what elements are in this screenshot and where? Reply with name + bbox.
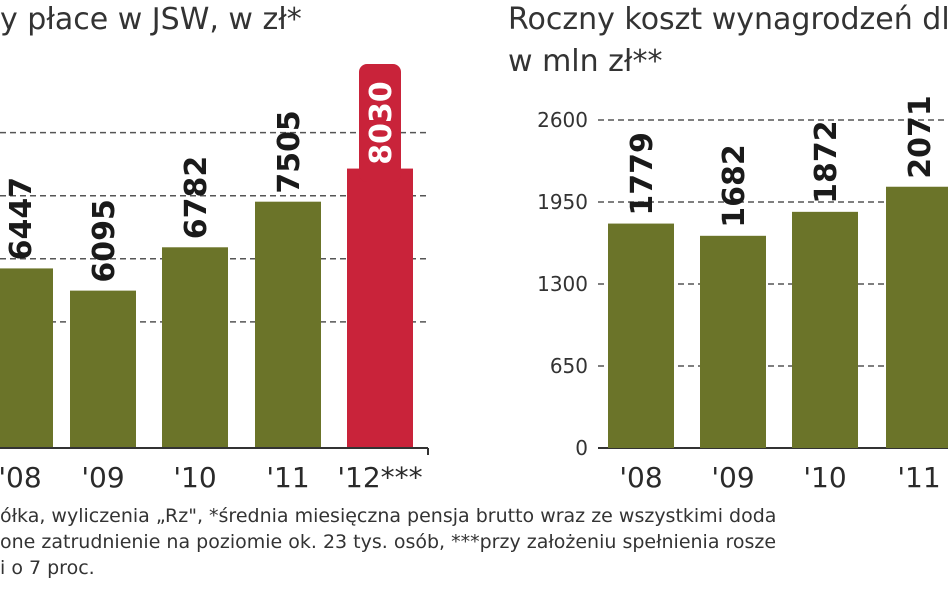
right-y-tick-label: 1950 <box>537 190 588 214</box>
footnote-line-3: i o 7 proc. <box>0 557 95 579</box>
right-bar <box>608 223 674 448</box>
right-y-tick-label: 0 <box>575 436 588 460</box>
footnote-line-2: one zatrudnienie na poziomie ok. 23 tys.… <box>0 531 777 553</box>
left-highlight-label-box <box>359 64 401 182</box>
left-x-tick-label: '11 <box>266 461 309 494</box>
footnote-line-1: ółka, wyliczenia „Rz", *średnia miesięcz… <box>0 505 777 527</box>
left-bar-chart: 6447 '08 6095 '09 6782 '10 7505 '11 8030 '12*** <box>0 64 429 494</box>
right-y-tick-label: 2600 <box>537 108 588 132</box>
left-data-label: 6095 <box>87 199 122 283</box>
left-bar <box>347 168 413 449</box>
left-bar <box>70 290 136 448</box>
left-data-label: 7505 <box>272 110 307 194</box>
left-bar <box>255 201 321 448</box>
right-x-tick-label: '09 <box>711 461 754 494</box>
left-x-tick-label: '08 <box>0 461 42 494</box>
left-bar <box>162 247 228 448</box>
left-data-label: 6447 <box>4 177 39 261</box>
right-data-label: 1779 <box>625 132 660 216</box>
right-x-tick-label: '08 <box>619 461 662 494</box>
right-bar <box>700 235 766 448</box>
right-x-tick-label: '10 <box>803 461 846 494</box>
right-data-label: 1682 <box>717 144 752 228</box>
right-data-label: 1872 <box>809 120 844 204</box>
right-bar <box>886 186 948 448</box>
left-x-tick-label: '09 <box>81 461 124 494</box>
right-chart-title-line2: w mln zł** <box>508 44 663 79</box>
left-data-label: 8030 <box>364 81 399 165</box>
right-x-tick-label: '11 <box>897 461 940 494</box>
right-y-tick-label: 650 <box>550 354 588 378</box>
left-x-tick-label: '12*** <box>337 461 422 494</box>
left-bar <box>0 268 53 448</box>
left-chart-title: y płace w JSW, w zł* <box>0 2 302 37</box>
right-bar <box>792 211 858 448</box>
right-chart-title-line1: Roczny koszt wynagrodzeń dl <box>508 2 948 37</box>
right-bar-chart: 0 650 1300 1950 2600 1779 '08 1682 '09 1872 '10 207… <box>537 95 948 494</box>
left-x-tick-label: '10 <box>173 461 216 494</box>
left-data-label: 6782 <box>179 156 214 240</box>
right-data-label: 2071 <box>903 95 938 179</box>
right-y-tick-label: 1300 <box>537 272 588 296</box>
